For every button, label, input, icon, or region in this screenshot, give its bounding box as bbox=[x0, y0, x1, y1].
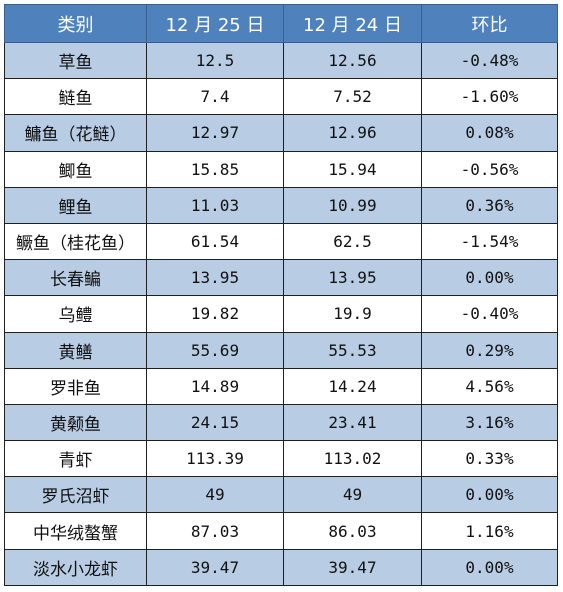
cell-change: 0.00% bbox=[421, 548, 558, 587]
cell-dec25: 113.39 bbox=[146, 440, 284, 478]
cell-dec24: 23.41 bbox=[283, 403, 422, 442]
cell-category: 长春鳊 bbox=[4, 259, 147, 297]
cell-dec24: 39.47 bbox=[283, 548, 422, 587]
cell-category: 罗氏沼虾 bbox=[4, 476, 147, 514]
table-row: 鳜鱼（桂花鱼） 61.54 62.5 -1.54% bbox=[4, 222, 558, 261]
header-category: 类别 bbox=[4, 4, 147, 43]
cell-dec24: 19.9 bbox=[283, 295, 422, 333]
price-table: 类别 12 月 25 日 12 月 24 日 环比 草鱼 12.5 12.56 -0.… bbox=[4, 4, 558, 587]
cell-category: 鲫鱼 bbox=[4, 150, 147, 188]
cell-dec24: 113.02 bbox=[283, 440, 422, 478]
table-row: 鳙鱼（花鲢） 12.97 12.96 0.08% bbox=[4, 114, 558, 152]
cell-dec24: 7.52 bbox=[283, 78, 422, 116]
cell-dec25: 49 bbox=[146, 476, 284, 514]
cell-category: 鳜鱼（桂花鱼） bbox=[4, 222, 147, 261]
table-row: 鲤鱼 11.03 10.99 0.36% bbox=[4, 186, 558, 224]
cell-category: 黄颡鱼 bbox=[4, 403, 147, 442]
cell-dec25: 11.03 bbox=[146, 186, 284, 224]
table-row: 黄颡鱼 24.15 23.41 3.16% bbox=[4, 403, 558, 442]
cell-change: 0.29% bbox=[421, 331, 558, 369]
cell-dec24: 55.53 bbox=[283, 331, 422, 369]
cell-dec25: 12.97 bbox=[146, 114, 284, 152]
table-row: 黄鳝 55.69 55.53 0.29% bbox=[4, 331, 558, 369]
cell-dec24: 10.99 bbox=[283, 186, 422, 224]
cell-dec25: 19.82 bbox=[146, 295, 284, 333]
table-row: 青虾 113.39 113.02 0.33% bbox=[4, 440, 558, 478]
header-dec24: 12 月 24 日 bbox=[283, 4, 422, 43]
table-row: 淡水小龙虾 39.47 39.47 0.00% bbox=[4, 548, 558, 587]
cell-dec24: 14.24 bbox=[283, 367, 422, 405]
table-body: 草鱼 12.5 12.56 -0.48% 鲢鱼 7.4 7.52 -1.60% 鳙鱼（花鲢） 12… bbox=[4, 41, 558, 587]
cell-category: 青虾 bbox=[4, 440, 147, 478]
table-header: 类别 12 月 25 日 12 月 24 日 环比 bbox=[4, 4, 558, 43]
cell-dec25: 12.5 bbox=[146, 41, 284, 80]
cell-dec24: 86.03 bbox=[283, 512, 422, 550]
cell-dec24: 12.56 bbox=[283, 41, 422, 80]
cell-category: 罗非鱼 bbox=[4, 367, 147, 405]
table-row: 罗氏沼虾 49 49 0.00% bbox=[4, 476, 558, 514]
cell-change: 4.56% bbox=[421, 367, 558, 405]
table-row: 草鱼 12.5 12.56 -0.48% bbox=[4, 41, 558, 80]
cell-dec25: 15.85 bbox=[146, 150, 284, 188]
table-row: 长春鳊 13.95 13.95 0.00% bbox=[4, 259, 558, 297]
cell-category: 鲤鱼 bbox=[4, 186, 147, 224]
cell-change: -0.40% bbox=[421, 295, 558, 333]
cell-category: 草鱼 bbox=[4, 41, 147, 80]
table-row: 鲢鱼 7.4 7.52 -1.60% bbox=[4, 78, 558, 116]
cell-change: 0.33% bbox=[421, 440, 558, 478]
cell-dec25: 87.03 bbox=[146, 512, 284, 550]
header-change: 环比 bbox=[421, 4, 558, 43]
cell-dec25: 61.54 bbox=[146, 222, 284, 261]
cell-category: 乌鳢 bbox=[4, 295, 147, 333]
cell-dec24: 12.96 bbox=[283, 114, 422, 152]
cell-change: 1.16% bbox=[421, 512, 558, 550]
cell-change: -0.48% bbox=[421, 41, 558, 80]
header-row: 类别 12 月 25 日 12 月 24 日 环比 bbox=[4, 4, 558, 43]
header-dec25: 12 月 25 日 bbox=[146, 4, 284, 43]
cell-dec25: 55.69 bbox=[146, 331, 284, 369]
table-row: 罗非鱼 14.89 14.24 4.56% bbox=[4, 367, 558, 405]
cell-change: -1.54% bbox=[421, 222, 558, 261]
cell-category: 黄鳝 bbox=[4, 331, 147, 369]
cell-change: -0.56% bbox=[421, 150, 558, 188]
cell-dec24: 49 bbox=[283, 476, 422, 514]
cell-change: 0.00% bbox=[421, 476, 558, 514]
cell-change: 0.08% bbox=[421, 114, 558, 152]
cell-dec25: 14.89 bbox=[146, 367, 284, 405]
cell-category: 鲢鱼 bbox=[4, 78, 147, 116]
cell-change: -1.60% bbox=[421, 78, 558, 116]
cell-dec25: 24.15 bbox=[146, 403, 284, 442]
cell-dec24: 15.94 bbox=[283, 150, 422, 188]
cell-dec24: 13.95 bbox=[283, 259, 422, 297]
table-row: 中华绒螯蟹 87.03 86.03 1.16% bbox=[4, 512, 558, 550]
table-row: 鲫鱼 15.85 15.94 -0.56% bbox=[4, 150, 558, 188]
cell-change: 0.36% bbox=[421, 186, 558, 224]
cell-change: 3.16% bbox=[421, 403, 558, 442]
cell-dec25: 39.47 bbox=[146, 548, 284, 587]
table-row: 乌鳢 19.82 19.9 -0.40% bbox=[4, 295, 558, 333]
cell-category: 鳙鱼（花鲢） bbox=[4, 114, 147, 152]
cell-dec25: 7.4 bbox=[146, 78, 284, 116]
cell-change: 0.00% bbox=[421, 259, 558, 297]
cell-dec24: 62.5 bbox=[283, 222, 422, 261]
cell-category: 中华绒螯蟹 bbox=[4, 512, 147, 550]
cell-category: 淡水小龙虾 bbox=[4, 548, 147, 587]
cell-dec25: 13.95 bbox=[146, 259, 284, 297]
